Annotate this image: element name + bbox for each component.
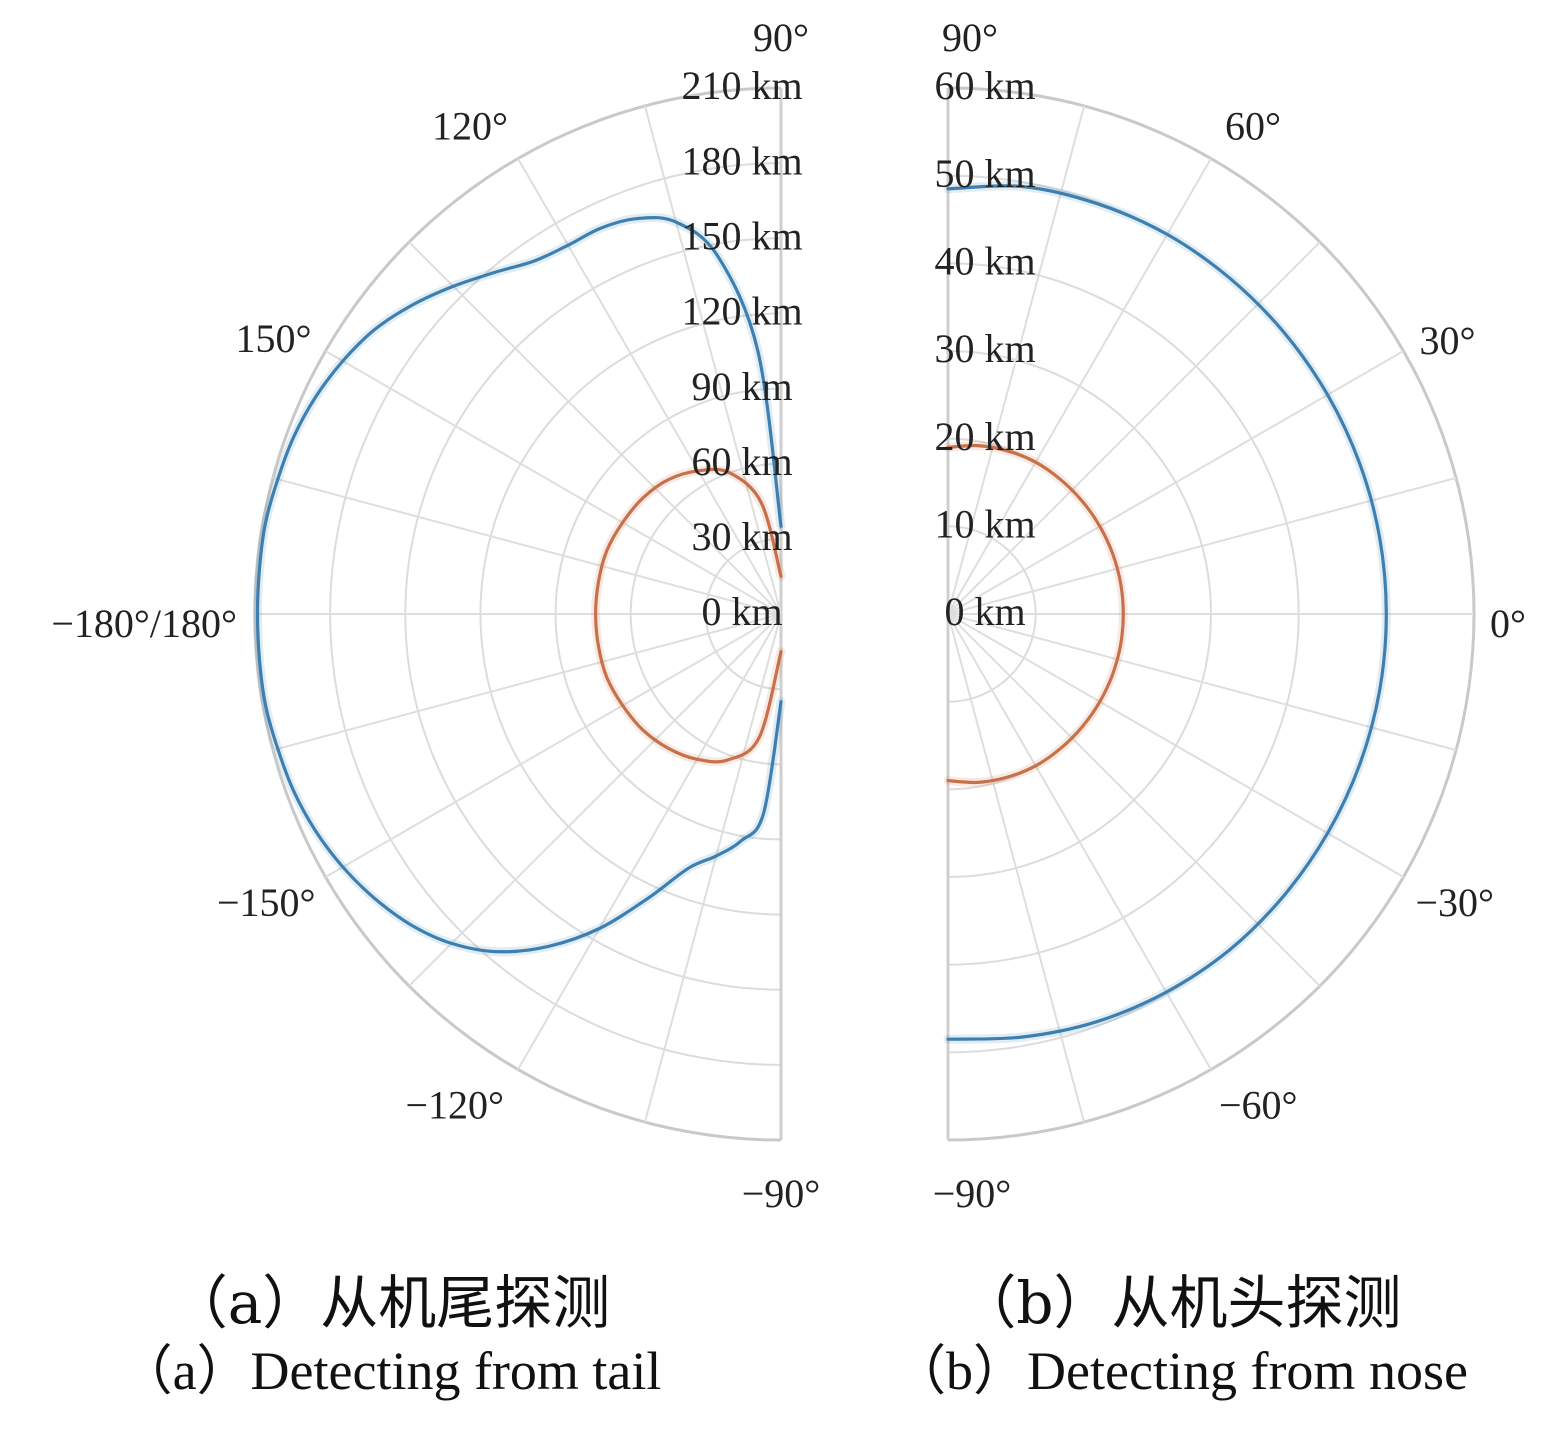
angle-tick-label: −150° [217, 880, 316, 925]
polar-grid [253, 86, 783, 1142]
radius-tick-label: 120 km [681, 289, 802, 334]
series-line-inner [946, 443, 1125, 785]
caption-b-english: （b）Detecting from nose [892, 1341, 1468, 1401]
angle-tick-label: −90° [742, 1171, 821, 1216]
grid-spoke [947, 613, 1321, 987]
polar-figure: 90° 120° 150° −180°/180° −150° −120° −90° 0 km 3… [51, 15, 1526, 1216]
radius-tick-label: 0 km [944, 589, 1025, 634]
angle-tick-label: −120° [405, 1083, 504, 1128]
angle-tick-label: −30° [1416, 880, 1495, 925]
radius-tick-label: 50 km [934, 151, 1035, 196]
radius-tick-label: 90 km [691, 364, 792, 409]
angle-tick-label: −60° [1219, 1083, 1298, 1128]
series-line-outer [255, 216, 783, 954]
radius-tick-label: 30 km [691, 514, 792, 559]
angle-tick-label: 90° [942, 15, 998, 60]
grid-spoke [517, 157, 782, 615]
caption-a: （a）从机尾探测 （a）Detecting from tail [40, 1268, 740, 1404]
radius-tick-label: 40 km [934, 238, 1035, 283]
angle-tick-label: 120° [432, 104, 508, 149]
angle-tick-label: −180°/180° [51, 601, 237, 646]
caption-a-english: （a）Detecting from tail [118, 1341, 662, 1401]
caption-b: （b）从机头探测 （b）Detecting from nose [820, 1268, 1540, 1404]
radius-tick-label: 150 km [681, 213, 802, 258]
radius-tick-label: 60 km [691, 439, 792, 484]
grid-spoke [272, 613, 782, 752]
grid-spoke [643, 105, 782, 615]
grid-spoke [408, 613, 782, 987]
caption-a-chinese: （a）从机尾探测 [169, 1269, 611, 1337]
grid-spoke [517, 613, 782, 1071]
grid-spoke [324, 613, 782, 878]
series-line-inner [594, 467, 783, 764]
grid-spoke [947, 105, 1086, 615]
radius-tick-label: 20 km [934, 414, 1035, 459]
grid-spoke [324, 350, 782, 615]
angle-tick-label: 90° [753, 15, 809, 60]
radius-tick-label: 210 km [681, 63, 802, 108]
panel-a-tail-chart: 90° 120° 150° −180°/180° −150° −120° −90° 0 km 3… [51, 15, 820, 1216]
radius-tick-label: 30 km [934, 326, 1035, 371]
grid-spoke [408, 241, 782, 615]
grid-spoke [947, 613, 1212, 1071]
grid-spoke [947, 613, 1086, 1123]
grid-spoke [643, 613, 782, 1123]
panel-b-nose-chart: 90° 60° 30° 0° −30° −60° −90° 0 km 10 km 20 km 30 … [933, 15, 1526, 1216]
grid-spoke [947, 350, 1405, 615]
angle-tick-label: −90° [933, 1171, 1012, 1216]
angle-tick-label: 30° [1420, 318, 1476, 363]
angle-tick-label: 150° [236, 316, 312, 361]
grid-spoke [947, 613, 1405, 878]
radius-tick-label: 10 km [934, 501, 1035, 546]
radius-tick-label: 60 km [934, 63, 1035, 108]
caption-b-chinese: （b）从机头探测 [958, 1269, 1402, 1337]
radius-tick-label: 0 km [701, 589, 782, 634]
radius-tick-label: 180 km [681, 138, 802, 183]
angle-tick-label: 0° [1490, 601, 1526, 646]
grid-spoke [272, 476, 782, 615]
angle-tick-label: 60° [1225, 104, 1281, 149]
series-line-outer [946, 184, 1388, 1041]
